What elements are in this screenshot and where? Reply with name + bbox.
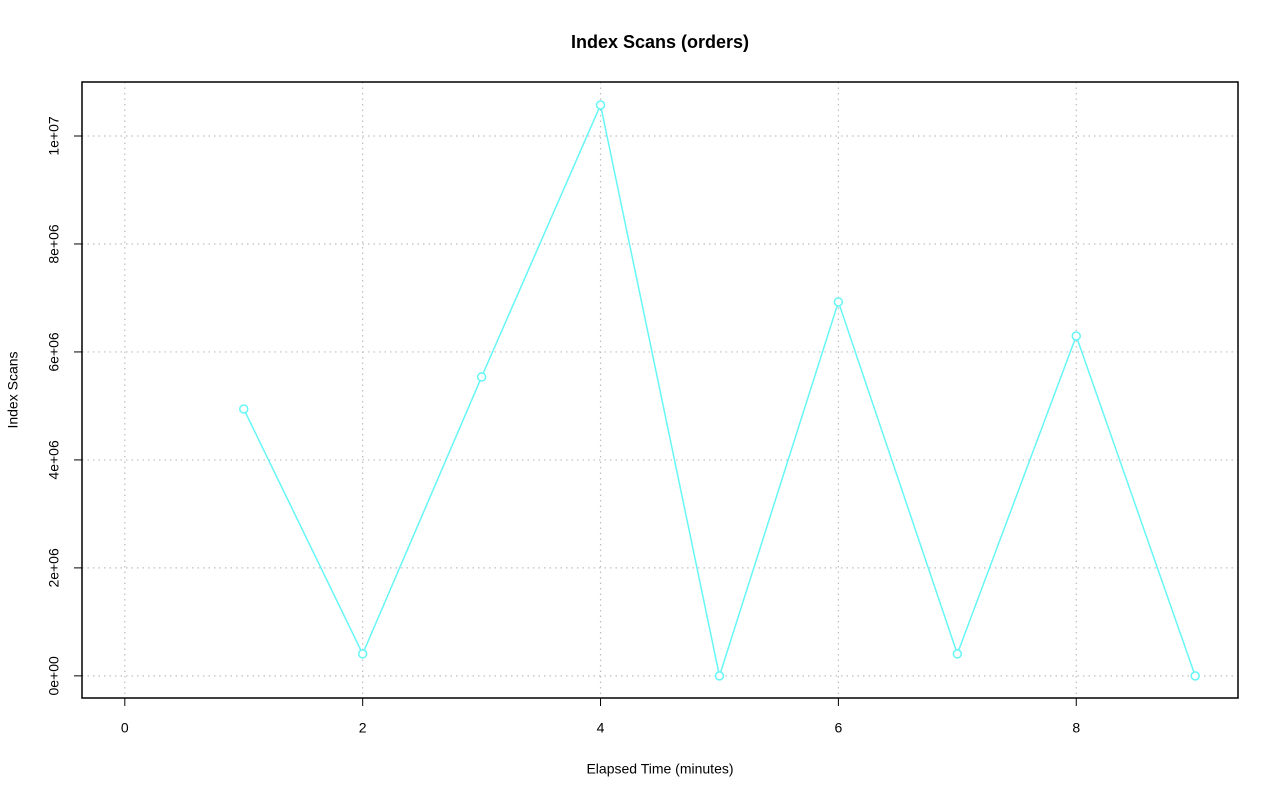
- y-tick-label: 0e+00: [46, 656, 62, 696]
- x-tick-label: 2: [359, 720, 367, 736]
- y-tick-label: 1e+07: [46, 116, 62, 156]
- x-axis-label: Elapsed Time (minutes): [586, 761, 733, 777]
- x-tick-label: 6: [834, 720, 842, 736]
- point: [1190, 671, 1200, 681]
- y-axis-label: Index Scans: [5, 351, 21, 428]
- y-tick-label: 8e+06: [46, 224, 62, 264]
- point: [714, 671, 725, 681]
- y-tick-label: 2e+06: [46, 548, 62, 588]
- plot-frame: [81, 81, 1239, 699]
- y-tick-label: 4e+06: [46, 440, 62, 480]
- point: [476, 372, 487, 382]
- point: [833, 297, 844, 307]
- point: [1071, 331, 1082, 341]
- x-tick-label: 4: [597, 720, 605, 736]
- point: [595, 100, 606, 110]
- x-tick-label: 0: [121, 720, 129, 736]
- x-tick-label: 8: [1072, 720, 1080, 736]
- chart-title: Index Scans (orders): [571, 32, 749, 52]
- series-line: [243, 102, 1196, 679]
- point: [238, 404, 249, 414]
- point: [357, 649, 368, 659]
- y-tick-label: 6e+06: [46, 332, 62, 372]
- point: [952, 649, 963, 659]
